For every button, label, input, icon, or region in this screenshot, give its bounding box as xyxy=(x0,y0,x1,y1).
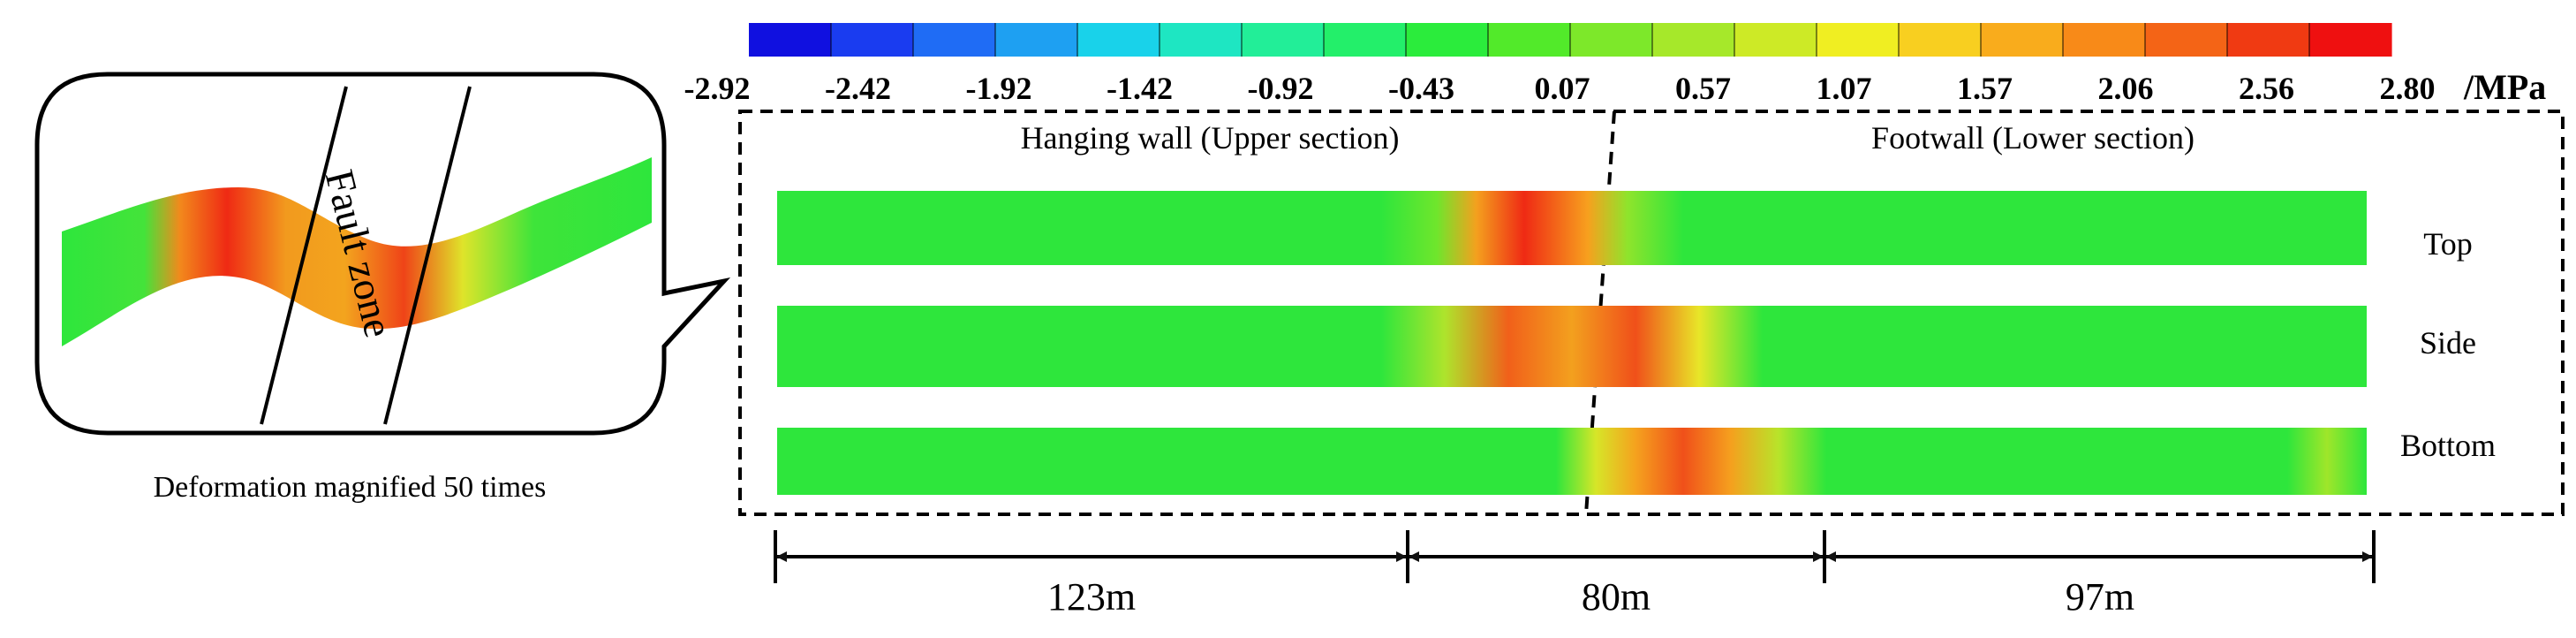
colorbar-tick-label: -0.43 xyxy=(1388,71,1454,106)
main-panel-frame xyxy=(738,110,2565,516)
colorbar-segment xyxy=(1734,23,1817,57)
dimension-label-fault-zone: 80m xyxy=(1582,575,1651,619)
colorbar-tick-label: 2.56 xyxy=(2239,71,2294,106)
deformed-roadway-band xyxy=(62,157,652,346)
inset-caption: Deformation magnified 50 times xyxy=(154,471,547,504)
colorbar-segment xyxy=(2227,23,2310,57)
colorbar-segment xyxy=(2145,23,2228,57)
deformation-inset: Fault zone xyxy=(34,72,731,436)
colorbar-segment xyxy=(2309,23,2392,57)
colorbar-segment xyxy=(1817,23,1900,57)
hanging-wall-label: Hanging wall (Upper section) xyxy=(1021,120,1400,156)
colorbar-segment xyxy=(1899,23,1982,57)
colorbar-tick-label: 1.07 xyxy=(1817,71,1872,106)
row-label-bottom: Bottom xyxy=(2400,428,2496,463)
footwall-label: Footwall (Lower section) xyxy=(1871,120,2195,156)
colorbar-segment xyxy=(831,23,914,57)
colorbar-tick-label: 0.57 xyxy=(1675,71,1731,106)
colorbar-tick-label: 2.06 xyxy=(2098,71,2154,106)
colorbar-tick-label: -1.42 xyxy=(1107,71,1173,106)
colorbar-tick-label: -2.42 xyxy=(825,71,891,106)
colorbar-segment xyxy=(1981,23,2064,57)
colorbar-segment xyxy=(995,23,1078,57)
colorbar-tick-label: -0.92 xyxy=(1248,71,1314,106)
colorbar-tick-label: -2.92 xyxy=(684,71,751,106)
dimension-lines xyxy=(774,530,2376,583)
stress-colorbar xyxy=(749,23,2392,57)
colorbar-tick-label: 2.80 xyxy=(2380,71,2436,106)
stress-band-side xyxy=(777,306,2367,387)
dimension-label-hanging-wall: 123m xyxy=(1047,575,1136,619)
colorbar-tick-label: 0.07 xyxy=(1535,71,1590,106)
colorbar-segment xyxy=(913,23,996,57)
colorbar-segment xyxy=(749,23,832,57)
fault-line-left xyxy=(260,86,348,425)
colorbar-segment xyxy=(2063,23,2146,57)
colorbar-tick-labels: -2.92 -2.42 -1.92 -1.42 -0.92 -0.43 0.07 0.57 1.… xyxy=(684,71,2436,106)
colorbar-segment xyxy=(1077,23,1160,57)
row-label-top: Top xyxy=(2423,226,2472,262)
colorbar-unit: /MPa xyxy=(2463,67,2546,107)
stress-band-top xyxy=(777,191,2367,265)
colorbar-segment xyxy=(1406,23,1489,57)
colorbar-tick-label: 1.57 xyxy=(1957,71,2013,106)
colorbar-segment xyxy=(1160,23,1243,57)
colorbar-segment xyxy=(1652,23,1735,57)
stress-band-bottom xyxy=(777,428,2367,495)
fault-line-right xyxy=(383,86,472,425)
colorbar-segment xyxy=(1324,23,1407,57)
dimension-label-footwall: 97m xyxy=(2066,575,2134,619)
colorbar-segment xyxy=(1570,23,1653,57)
colorbar-segment xyxy=(1242,23,1325,57)
row-label-side: Side xyxy=(2420,325,2476,361)
colorbar-tick-label: -1.92 xyxy=(966,71,1032,106)
colorbar-segment xyxy=(1488,23,1571,57)
